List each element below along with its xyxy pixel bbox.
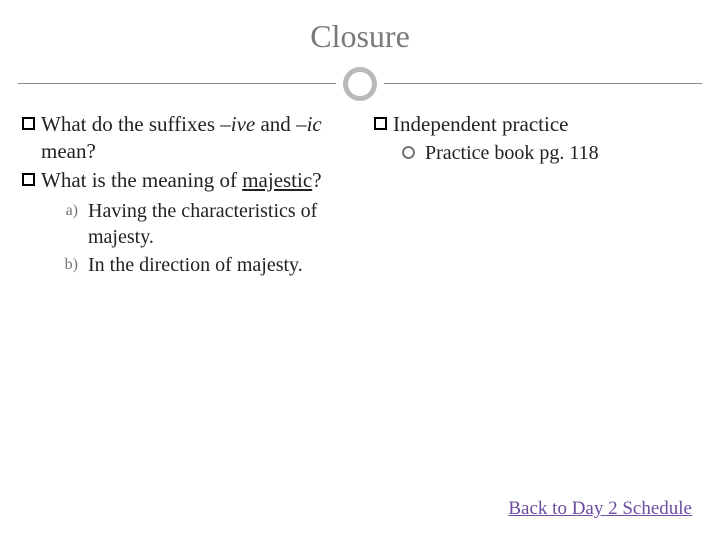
square-bullet-icon — [22, 173, 35, 186]
slide-title: Closure — [0, 0, 720, 63]
square-bullet-icon — [22, 117, 35, 130]
practice-sublist: Practice book pg. 118 — [374, 140, 698, 166]
divider-circle-icon — [343, 67, 377, 101]
option-a-marker: a) — [60, 198, 88, 222]
practice-item: Practice book pg. 118 — [402, 140, 698, 166]
q1-suffix: mean? — [41, 139, 96, 163]
circle-bullet-icon — [402, 146, 415, 159]
q2-word: majestic — [242, 168, 312, 192]
independent-practice: Independent practice — [374, 111, 698, 138]
option-a: a) Having the characteristics of majesty… — [60, 198, 348, 250]
content-columns: What do the suffixes –ive and –ic mean? … — [0, 111, 720, 280]
title-divider — [0, 63, 720, 103]
question-2: What is the meaning of majestic? — [22, 167, 348, 194]
q1-mid: and — [255, 112, 296, 136]
option-b: b) In the direction of majesty. — [60, 252, 348, 278]
question-2-text: What is the meaning of majestic? — [41, 167, 348, 194]
q2-prefix: What is the meaning of — [41, 168, 242, 192]
answer-options: a) Having the characteristics of majesty… — [22, 198, 348, 278]
option-b-text: In the direction of majesty. — [88, 252, 303, 278]
right-column: Independent practice Practice book pg. 1… — [360, 111, 698, 280]
question-1-text: What do the suffixes –ive and –ic mean? — [41, 111, 348, 165]
q1-ic: –ic — [296, 112, 322, 136]
q1-ive: –ive — [220, 112, 255, 136]
question-1: What do the suffixes –ive and –ic mean? — [22, 111, 348, 165]
option-b-marker: b) — [60, 252, 88, 276]
back-link[interactable]: Back to Day 2 Schedule — [508, 498, 692, 520]
slide: Closure What do the suffixes –ive and –i… — [0, 0, 720, 540]
q2-suffix: ? — [312, 168, 321, 192]
left-column: What do the suffixes –ive and –ic mean? … — [22, 111, 360, 280]
square-bullet-icon — [374, 117, 387, 130]
q1-prefix: What do the suffixes — [41, 112, 220, 136]
independent-practice-text: Independent practice — [393, 111, 698, 138]
option-a-text: Having the characteristics of majesty. — [88, 198, 348, 250]
practice-item-text: Practice book pg. 118 — [425, 140, 599, 166]
